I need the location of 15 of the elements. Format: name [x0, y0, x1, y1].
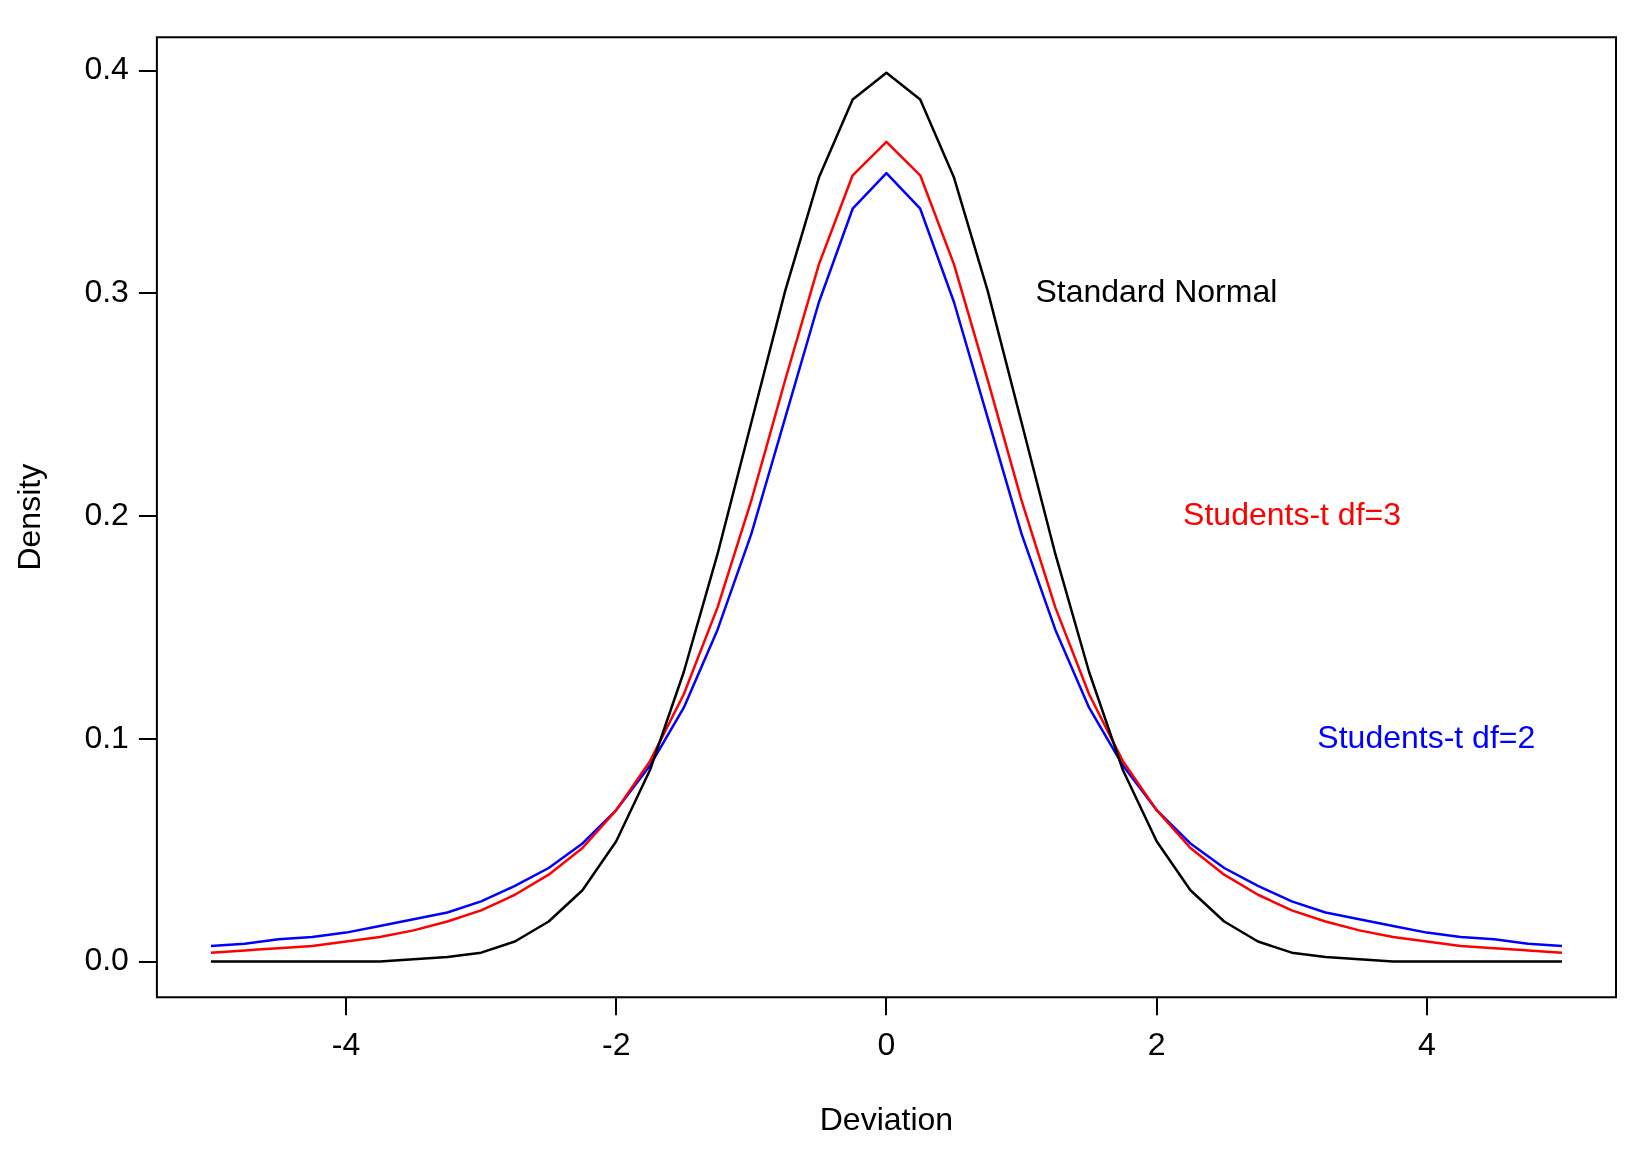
x-axis-title: Deviation: [819, 1100, 954, 1137]
x-tick-label: -2: [602, 1026, 631, 1063]
text: Students-t df=3: [1183, 496, 1402, 533]
y-tick-label: 0.1: [84, 718, 129, 755]
y-tick-label: 0.2: [84, 495, 129, 532]
x-tick-label: -4: [331, 1026, 361, 1063]
y-tick-label: 0.0: [84, 941, 129, 978]
y-tick-label: 0.3: [84, 273, 129, 310]
x-tick-label: 4: [1417, 1026, 1436, 1063]
x-tick-label: 0: [877, 1026, 896, 1063]
x-tick-label: 2: [1147, 1026, 1166, 1063]
text: Students-t df=2: [1317, 718, 1536, 755]
y-axis-title: Density: [11, 463, 48, 571]
series-label: Standard Normal: [1035, 273, 1278, 310]
y-tick-label: 0.4: [84, 50, 129, 87]
